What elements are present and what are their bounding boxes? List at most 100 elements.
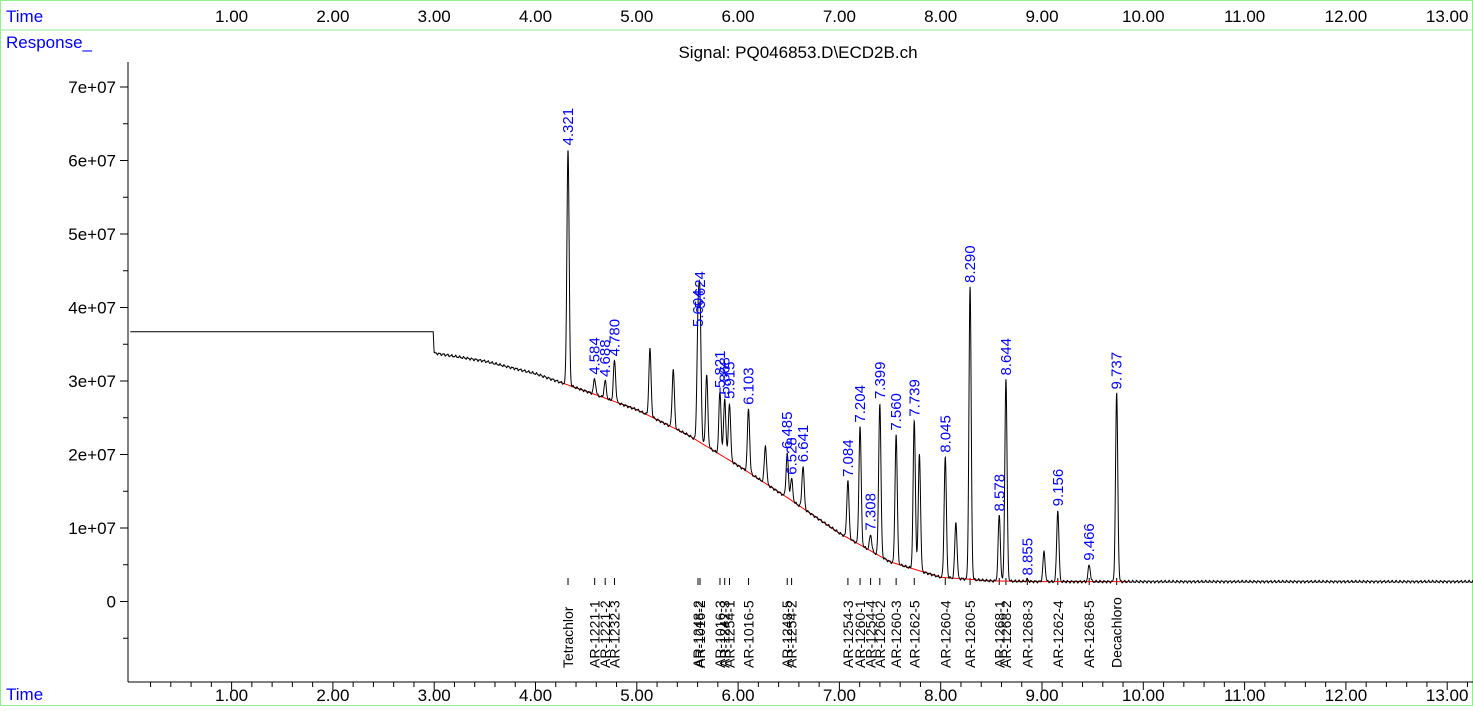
y-tick-label: 3e+07 <box>68 372 116 391</box>
compound-name-label: AR-1260-1 <box>852 600 868 668</box>
top-tick-label: 2.00 <box>316 7 349 26</box>
compound-name-label: AR-1254-2 <box>784 600 800 668</box>
top-tick-label: 8.00 <box>924 7 957 26</box>
y-tick-label: 5e+07 <box>68 225 116 244</box>
peak-rt-label: 4.584 <box>587 337 604 375</box>
x-tick-label: 7.00 <box>823 686 856 705</box>
x-tick-label: 4.00 <box>519 686 552 705</box>
top-tick-label: 10.00 <box>1122 7 1165 26</box>
compound-name-label: AR-1016-2 <box>692 600 708 668</box>
compound-name-label: AR-1254-3 <box>840 600 856 668</box>
peak-rt-label: 8.644 <box>998 338 1015 376</box>
peak-rt-label: 8.045 <box>937 415 954 453</box>
x-tick-label: 11.00 <box>1224 686 1265 705</box>
peak-rt-label: 9.466 <box>1081 523 1098 561</box>
y-tick-label: 2e+07 <box>68 446 116 465</box>
top-tick-label: 11.00 <box>1224 7 1265 26</box>
peak-rt-label: 5.868 <box>717 357 734 395</box>
compound-name-label: AR-1268-5 <box>1081 600 1097 668</box>
compound-name-label: AR-1262-4 <box>1050 600 1066 668</box>
peak-rt-label: 4.780 <box>607 319 624 357</box>
peak-rt-label: 8.855 <box>1019 538 1036 576</box>
peak-rt-label: 8.290 <box>962 245 979 283</box>
peak-rt-label: 5.624 <box>692 271 709 309</box>
x-tick-label: 10.00 <box>1122 686 1165 705</box>
peak-rt-label: 7.739 <box>906 379 923 417</box>
y-axis-ticks: 0 1e+07 2e+07 3e+07 4e+07 5e+07 6e+07 7e+07 <box>68 78 128 639</box>
compound-name-label: AR-1248-5 <box>779 600 795 668</box>
signal-title: Signal: PQ046853.D\ECD2B.ch <box>678 43 917 62</box>
compound-name-label: AR-1221-1 <box>587 600 603 668</box>
y-tick-label: 4e+07 <box>68 299 116 318</box>
signal-trace <box>130 150 1473 584</box>
x-axis-ticks: 1.00 2.00 3.00 4.00 5.00 6.00 7.00 8.00 9.00 10.0… <box>150 682 1469 705</box>
compound-name-label: AR-1016-3 <box>712 600 728 668</box>
compound-name-label: Decachloro <box>1109 597 1125 668</box>
compound-name-label: AR-1268-3 <box>1019 600 1035 668</box>
compound-name-label: AR-1232-3 <box>607 600 623 668</box>
compound-name-label: AR-1260-4 <box>937 600 953 668</box>
x-tick-label: 5.00 <box>620 686 653 705</box>
top-tick-label: 7.00 <box>823 7 856 26</box>
compound-name-label: AR-1254-4 <box>863 600 879 668</box>
peak-rt-label: 5.915 <box>721 362 738 400</box>
top-time-label: Time <box>6 7 43 26</box>
compound-name-label: AR-1262-5 <box>906 600 922 668</box>
peak-rt-label: 7.560 <box>888 393 905 431</box>
compound-name-label: AR-1221-2 <box>597 600 613 668</box>
peak-rt-label: 7.308 <box>863 493 880 531</box>
x-tick-label: 8.00 <box>924 686 957 705</box>
x-tick-label: 6.00 <box>722 686 755 705</box>
x-tick-label: 13.00 <box>1426 686 1469 705</box>
top-tick-label: 12.00 <box>1325 7 1368 26</box>
compound-labels: Tetrachlor AR-1221-1AR-1221-2AR-1232-3 AR-… <box>560 597 1125 668</box>
peak-rt-label: 9.156 <box>1050 469 1067 507</box>
bottom-time-label: Time <box>6 685 43 704</box>
top-tick-label: 5.00 <box>620 7 653 26</box>
compound-name-label: AR-1260-2 <box>872 600 888 668</box>
peak-rt-label: 6.485 <box>779 411 796 449</box>
x-tick-label: 1.00 <box>215 686 248 705</box>
peak-rt-label: 5.604 <box>690 289 707 327</box>
y-tick-label: 6e+07 <box>68 152 116 171</box>
peak-rt-label: 5.821 <box>712 350 729 388</box>
peak-rt-label: 4.321 <box>560 108 577 146</box>
compound-name-label: AR-1268-2 <box>998 600 1014 668</box>
peak-rt-label: 8.578 <box>991 474 1008 512</box>
x-tick-label: 3.00 <box>418 686 451 705</box>
compound-name-label: AR-1260-3 <box>888 600 904 668</box>
x-tick-label: 12.00 <box>1325 686 1368 705</box>
compound-name-label: AR-1016-5 <box>741 600 757 668</box>
x-tick-label: 2.00 <box>316 686 349 705</box>
top-tick-label: 9.00 <box>1025 7 1058 26</box>
top-time-ticks: 1.00 2.00 3.00 4.00 5.00 6.00 7.00 8.00 9.00 10.0… <box>215 7 1468 26</box>
peak-rt-label: 7.084 <box>840 439 857 477</box>
peak-rt-label: 6.641 <box>795 425 812 463</box>
compound-name-label: AR-1260-5 <box>962 600 978 668</box>
top-tick-label: 1.00 <box>215 7 248 26</box>
compound-name-label: AR-1242-3 <box>717 600 733 668</box>
compound-name-label: Tetrachlor <box>560 606 576 668</box>
response-label: Response_ <box>6 33 93 52</box>
compound-name-label: AR-1268-1 <box>991 600 1007 668</box>
x-tick-label: 9.00 <box>1025 686 1058 705</box>
top-tick-label: 13.00 <box>1426 7 1469 26</box>
peak-rt-label: 6.528 <box>784 437 801 475</box>
y-tick-label: 1e+07 <box>68 519 116 538</box>
peak-rt-label: 6.103 <box>741 367 758 405</box>
peak-rt-label: 9.737 <box>1109 352 1126 390</box>
peak-rt-label: 4.688 <box>597 339 614 377</box>
y-tick-label: 7e+07 <box>68 78 116 97</box>
compound-name-label: AR-1248-2 <box>690 600 706 668</box>
peak-rt-label: 7.204 <box>852 385 869 423</box>
signal-trace-layer <box>130 150 1473 584</box>
compound-name-label: AR-1254-1 <box>721 600 737 668</box>
top-tick-label: 6.00 <box>722 7 755 26</box>
y-tick-label: 0 <box>107 593 116 612</box>
top-tick-label: 3.00 <box>418 7 451 26</box>
peak-rt-label: 7.399 <box>872 362 889 400</box>
